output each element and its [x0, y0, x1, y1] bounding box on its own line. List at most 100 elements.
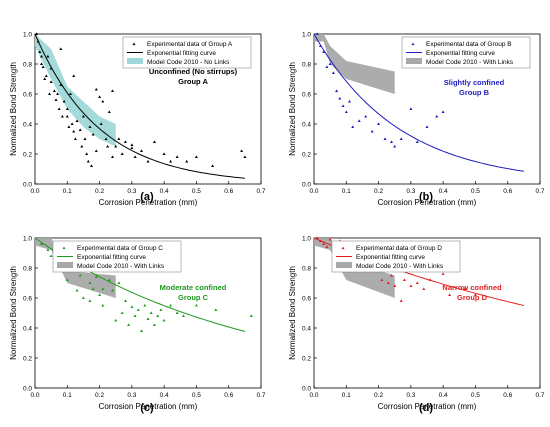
panel-label: (c): [140, 402, 154, 414]
data-point: [40, 54, 43, 58]
data-point: [185, 159, 189, 163]
data-point: [99, 122, 103, 125]
x-tick-label: 0.4: [160, 392, 169, 399]
data-point: [182, 314, 185, 317]
legend-box: [122, 36, 252, 69]
x-tick-label: 0.7: [535, 188, 544, 195]
legend-fit-label: Exponential fitting curve: [426, 50, 495, 57]
data-point: [335, 89, 339, 92]
data-point: [104, 137, 108, 140]
data-point: [91, 132, 95, 136]
data-point: [322, 50, 326, 53]
y-tick-label: 0.8: [302, 265, 311, 272]
data-point: [133, 155, 137, 158]
data-point: [409, 107, 413, 110]
x-tick-label: 0.2: [95, 392, 104, 399]
x-tick-label: 0.1: [63, 188, 72, 195]
data-point: [114, 318, 118, 322]
y-tick-label: 0.4: [23, 325, 32, 332]
data-point: [111, 89, 114, 92]
data-point: [441, 110, 445, 113]
data-point: [59, 83, 63, 86]
y-axis-label: Normalized Bond Strength: [288, 266, 297, 360]
legend-points-label: Experimental data of Group C: [77, 245, 163, 252]
data-point: [315, 32, 319, 35]
model-code-band: [314, 34, 395, 94]
data-point: [149, 311, 153, 314]
y-tick-label: 1.0: [302, 31, 311, 38]
data-point: [399, 137, 403, 140]
legend-box: [331, 240, 461, 273]
data-point: [370, 129, 374, 133]
y-tick-label: 0.0: [302, 181, 311, 188]
data-point: [393, 284, 397, 287]
panel-annotation: Group C: [178, 293, 209, 302]
data-point: [175, 311, 179, 314]
data-point: [344, 110, 348, 113]
data-point: [120, 311, 124, 314]
data-point: [146, 317, 150, 320]
y-tick-label: 1.0: [302, 235, 311, 242]
data-point: [107, 278, 111, 281]
data-point: [43, 77, 47, 80]
data-point: [65, 114, 69, 118]
y-tick-label: 0.4: [302, 325, 311, 332]
panel-label: (a): [140, 191, 154, 203]
data-point: [101, 287, 105, 290]
legend-points-label: Experimental data of Group A: [147, 41, 233, 48]
data-point: [130, 305, 134, 308]
data-point: [428, 278, 432, 281]
data-point: [341, 104, 345, 107]
legend-band-swatch: [406, 58, 422, 64]
y-tick-label: 1.0: [23, 235, 32, 242]
chart-panel-a: 0.0 0.1 0.2 0.3 0.4 0.5 0.6 0.7 0.0 0.2 0.4 0.6 0.8 1…: [9, 31, 266, 207]
y-tick-label: 0.8: [23, 61, 32, 68]
data-point: [101, 99, 105, 103]
data-point: [348, 99, 351, 103]
legend-fit-label: Exponential fitting curve: [147, 50, 216, 57]
data-point: [415, 140, 419, 143]
chart-panel-b: 0.0 0.1 0.2 0.3 0.4 0.5 0.6 0.7 0.0 0.2 0.4 0.6 0.8 1…: [288, 31, 545, 207]
x-tick-label: 0.5: [471, 392, 480, 399]
panel-annotation: Narrow confined: [442, 283, 502, 292]
data-point: [75, 288, 79, 292]
x-axis-label: Corrosion Penetration (mm): [99, 198, 198, 207]
data-point: [448, 293, 452, 296]
data-point: [41, 65, 45, 68]
fit-curve: [34, 33, 245, 179]
legend-points-label: Experimental data of Group D: [356, 245, 442, 252]
x-tick-label: 0.2: [374, 392, 383, 399]
y-tick-label: 0.0: [23, 181, 32, 188]
panel-annotation: Group D: [457, 293, 488, 302]
data-point: [243, 155, 247, 158]
legend-band-swatch: [336, 262, 352, 268]
legend-points-label: Experimental data of Group B: [426, 41, 512, 48]
x-tick-label: 0.4: [439, 392, 448, 399]
legend: Experimental data of Group B Exponential …: [401, 36, 531, 69]
data-point: [364, 114, 368, 118]
data-point: [390, 273, 393, 277]
data-point: [114, 144, 118, 148]
data-point: [59, 47, 63, 50]
data-point: [107, 110, 111, 113]
data-point: [85, 152, 89, 155]
data-point: [328, 62, 332, 65]
data-point: [146, 159, 150, 163]
data-point: [169, 159, 173, 163]
data-point: [133, 314, 137, 317]
data-point: [111, 155, 114, 158]
data-point: [415, 281, 419, 284]
x-tick-label: 0.1: [342, 188, 351, 195]
data-point: [78, 128, 82, 131]
data-point: [338, 96, 342, 100]
data-point: [56, 92, 60, 95]
x-axis-label: Corrosion Penetration (mm): [99, 402, 198, 411]
data-point: [65, 107, 69, 110]
y-tick-label: 0.6: [302, 91, 311, 98]
data-point: [70, 122, 74, 125]
legend-band-label: Model Code 2010 - With Links: [356, 263, 444, 270]
y-tick-label: 0.2: [23, 151, 32, 158]
model-code-band: [35, 34, 116, 147]
data-point: [101, 303, 105, 307]
